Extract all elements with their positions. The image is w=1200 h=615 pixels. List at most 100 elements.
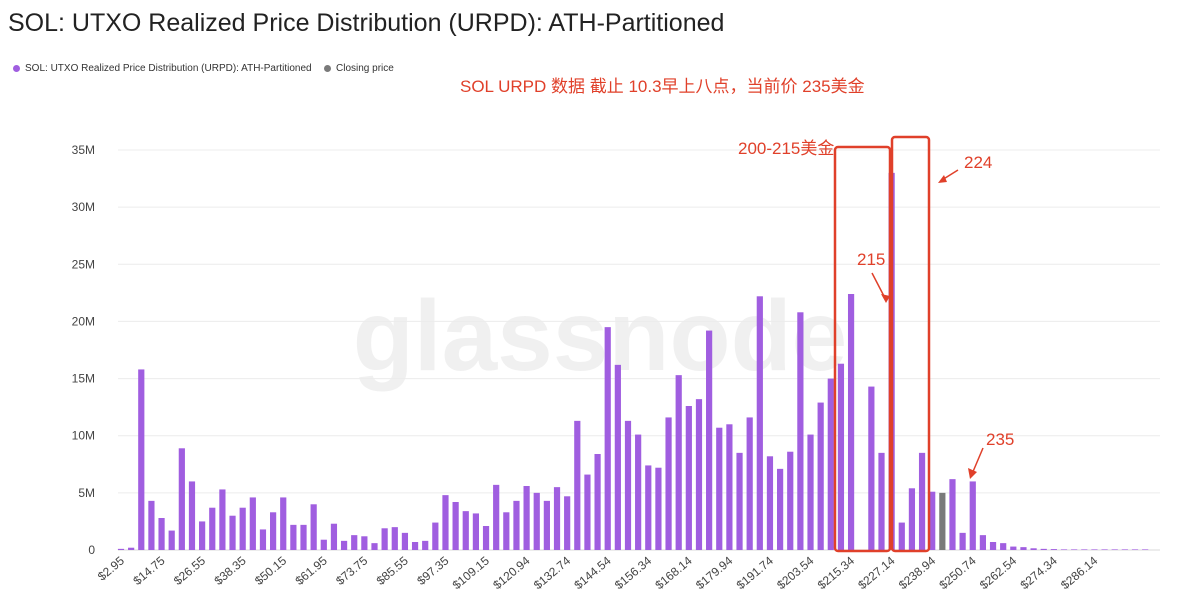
urpd-bar[interactable]: [837, 363, 845, 550]
urpd-bar[interactable]: [1101, 549, 1108, 550]
urpd-bar[interactable]: [584, 474, 591, 550]
urpd-bar[interactable]: [239, 507, 246, 550]
urpd-bar[interactable]: [310, 504, 317, 550]
urpd-bar[interactable]: [979, 535, 986, 550]
urpd-bar[interactable]: [462, 511, 469, 550]
urpd-bar[interactable]: [878, 452, 885, 550]
urpd-bar[interactable]: [1000, 543, 1007, 550]
urpd-bar[interactable]: [422, 540, 429, 550]
urpd-bar[interactable]: [452, 502, 459, 550]
urpd-bar[interactable]: [138, 369, 145, 550]
urpd-bar[interactable]: [726, 424, 733, 550]
urpd-bar[interactable]: [898, 522, 905, 550]
urpd-bar[interactable]: [777, 468, 784, 550]
urpd-bar[interactable]: [635, 434, 642, 550]
urpd-bar[interactable]: [229, 515, 236, 550]
urpd-bar[interactable]: [756, 296, 763, 550]
urpd-bar[interactable]: [381, 528, 388, 550]
urpd-bar[interactable]: [695, 399, 703, 550]
urpd-bar[interactable]: [330, 523, 338, 550]
urpd-bar[interactable]: [1060, 549, 1068, 550]
urpd-bar[interactable]: [493, 484, 500, 550]
urpd-bar[interactable]: [918, 452, 926, 550]
urpd-bar[interactable]: [594, 454, 601, 550]
urpd-bar[interactable]: [604, 327, 611, 550]
legend-item-closing-price[interactable]: Closing price: [324, 63, 394, 74]
urpd-bar[interactable]: [766, 456, 774, 550]
urpd-bar[interactable]: [290, 524, 297, 550]
urpd-bar[interactable]: [371, 543, 378, 550]
urpd-bar[interactable]: [746, 417, 753, 550]
urpd-bar[interactable]: [564, 496, 571, 550]
urpd-bar[interactable]: [209, 507, 216, 550]
urpd-bar[interactable]: [168, 530, 175, 550]
urpd-bar[interactable]: [929, 491, 936, 550]
urpd-bar[interactable]: [949, 479, 956, 550]
urpd-bar[interactable]: [736, 452, 743, 550]
urpd-bar[interactable]: [675, 375, 682, 550]
urpd-bar[interactable]: [442, 495, 449, 550]
urpd-bar[interactable]: [482, 526, 490, 550]
urpd-bar[interactable]: [199, 521, 206, 550]
urpd-bar[interactable]: [513, 500, 520, 550]
urpd-bar[interactable]: [827, 378, 834, 550]
urpd-bar[interactable]: [351, 535, 358, 550]
urpd-bar[interactable]: [300, 524, 307, 550]
urpd-bar[interactable]: [868, 386, 875, 550]
urpd-bar[interactable]: [219, 489, 226, 550]
urpd-bar[interactable]: [1010, 546, 1017, 550]
urpd-bar[interactable]: [665, 417, 672, 550]
urpd-bar[interactable]: [989, 542, 997, 550]
urpd-bar[interactable]: [645, 465, 652, 550]
urpd-bar[interactable]: [1131, 549, 1139, 550]
urpd-bar[interactable]: [117, 548, 125, 550]
urpd-bar[interactable]: [655, 467, 662, 550]
urpd-bar[interactable]: [969, 481, 976, 550]
urpd-bar[interactable]: [340, 540, 348, 550]
urpd-bar[interactable]: [685, 406, 692, 550]
urpd-bar[interactable]: [270, 512, 277, 550]
urpd-bar[interactable]: [807, 434, 814, 550]
urpd-bar[interactable]: [280, 497, 287, 550]
urpd-bar[interactable]: [401, 532, 409, 550]
urpd-bar[interactable]: [361, 536, 368, 550]
urpd-bar[interactable]: [1142, 549, 1149, 550]
urpd-bar[interactable]: [959, 532, 966, 550]
urpd-bar[interactable]: [543, 500, 550, 550]
urpd-bar[interactable]: [574, 420, 581, 550]
urpd-bar[interactable]: [553, 487, 561, 550]
urpd-bar[interactable]: [178, 448, 185, 550]
urpd-bar[interactable]: [1040, 548, 1047, 550]
urpd-bar[interactable]: [847, 294, 855, 550]
urpd-bar[interactable]: [503, 512, 510, 550]
urpd-bar[interactable]: [1121, 549, 1128, 550]
urpd-bar[interactable]: [472, 513, 479, 550]
urpd-bar[interactable]: [614, 364, 621, 550]
urpd-bar[interactable]: [320, 539, 327, 550]
urpd-bar[interactable]: [533, 492, 540, 550]
urpd-bar[interactable]: [188, 481, 196, 550]
urpd-bar[interactable]: [391, 527, 398, 550]
urpd-bar[interactable]: [797, 312, 804, 550]
urpd-bar[interactable]: [706, 330, 713, 550]
urpd-bar[interactable]: [1081, 549, 1088, 550]
closing-price-bar[interactable]: [939, 492, 946, 550]
urpd-bar[interactable]: [1030, 548, 1037, 550]
urpd-bar[interactable]: [1050, 549, 1057, 550]
urpd-bar[interactable]: [249, 497, 256, 550]
urpd-bar[interactable]: [1111, 549, 1118, 550]
urpd-bar[interactable]: [1020, 547, 1027, 550]
urpd-bar[interactable]: [817, 402, 824, 550]
urpd-bar[interactable]: [1091, 549, 1098, 550]
urpd-bar[interactable]: [1071, 549, 1078, 550]
urpd-bar[interactable]: [908, 488, 916, 550]
urpd-bar[interactable]: [432, 522, 439, 550]
urpd-bar[interactable]: [128, 547, 135, 550]
urpd-bar[interactable]: [148, 500, 155, 550]
urpd-bar[interactable]: [624, 420, 632, 550]
urpd-bar[interactable]: [716, 427, 723, 550]
legend-item-urpd[interactable]: SOL: UTXO Realized Price Distribution (U…: [13, 63, 312, 74]
urpd-bar[interactable]: [411, 542, 419, 550]
urpd-bar[interactable]: [787, 451, 794, 550]
urpd-bar[interactable]: [158, 518, 165, 550]
